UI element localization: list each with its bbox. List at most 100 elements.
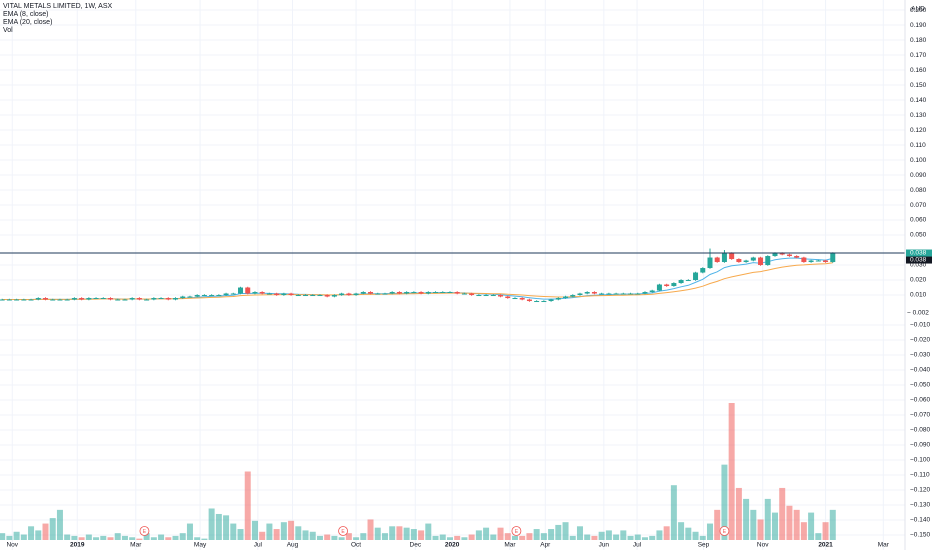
volume-bar [699, 535, 706, 540]
volume-bar [309, 531, 316, 540]
candle-body [736, 259, 742, 263]
candle-body [411, 292, 417, 294]
candle-body [779, 253, 785, 255]
volume-bar [605, 530, 612, 540]
candle-body [620, 293, 626, 295]
candle-body [144, 299, 150, 301]
volume-bar [230, 523, 237, 540]
volume-bar [259, 531, 266, 540]
volume-bar [540, 533, 547, 540]
y-tick-label: 0.100 [910, 157, 927, 164]
volume-bar [403, 527, 410, 540]
candle-body [35, 298, 41, 300]
candle-body [382, 293, 388, 295]
y-tick-label: −0.110 [910, 472, 930, 479]
candle-body [339, 293, 345, 296]
marker-label: − 0.002 [907, 310, 929, 317]
volume-bar [266, 523, 273, 540]
earnings-marker [139, 526, 150, 536]
volume-bar [764, 498, 771, 540]
y-tick-label: −0.080 [910, 427, 930, 434]
volume-bar [779, 487, 786, 540]
volume-bar [829, 509, 836, 540]
candle-body [714, 257, 720, 263]
volume-bar [468, 534, 475, 540]
candle-body [21, 299, 27, 301]
volume-bar [165, 537, 172, 540]
volume-bar [533, 529, 540, 540]
volume-bar [410, 529, 417, 540]
volume-bar [418, 530, 425, 540]
volume-bar [381, 533, 388, 540]
x-tick-label: 2020 [445, 542, 460, 549]
candle-body [591, 292, 597, 294]
candle-body [454, 292, 460, 294]
volume-bar [338, 537, 345, 540]
candle-body [628, 293, 634, 295]
volume-bar [490, 534, 497, 540]
candle-body [447, 292, 453, 294]
candle-body [563, 296, 569, 299]
volume-bar [692, 531, 699, 540]
volume-bar [786, 505, 793, 540]
candle-body [368, 292, 374, 294]
x-tick-label: Apr [540, 542, 551, 549]
y-tick-label: 0.140 [910, 97, 927, 104]
volume-bar [721, 464, 728, 540]
volume-bar [771, 512, 778, 540]
x-tick-label: Aug [287, 542, 299, 549]
candle-body [483, 295, 489, 297]
legend-entry: EMA (20, close) [3, 19, 52, 26]
y-tick-label: 0.120 [910, 127, 927, 134]
volume-bar [85, 534, 92, 540]
earnings-label: E [143, 529, 147, 535]
y-tick-label: 0.130 [910, 112, 927, 119]
candle-body [599, 293, 605, 295]
candle-body [476, 295, 482, 297]
volume-bar [425, 523, 432, 540]
x-tick-label: Jun [599, 542, 610, 549]
volume-bar [461, 537, 468, 540]
volume-bar [302, 530, 309, 540]
candle-body [375, 293, 381, 295]
volume-bar [71, 535, 78, 540]
candle-body [526, 299, 532, 302]
volume-bar [121, 535, 128, 540]
volume-bar [100, 535, 107, 540]
y-tick-label: 0.160 [910, 67, 927, 74]
candle-body [209, 295, 215, 297]
candle-body [786, 254, 792, 257]
volume-bar [49, 518, 56, 540]
y-tick-label: −0.130 [910, 502, 930, 509]
candle-body [823, 260, 829, 263]
x-tick-label: Nov [6, 542, 18, 549]
volume-bar [13, 531, 20, 540]
volume-bar [519, 535, 526, 540]
candle-body [288, 293, 294, 296]
volume-bar [584, 534, 591, 540]
legend-entry: Vol [3, 27, 13, 34]
volume-bar [20, 534, 27, 540]
volume-bar [179, 533, 186, 540]
volume-bar [6, 535, 13, 540]
candle-body [577, 293, 583, 296]
volume-bar [280, 522, 287, 540]
volume-bar [706, 523, 713, 540]
volume-bar [353, 537, 360, 540]
candle-body [743, 260, 749, 263]
volume-bar [114, 533, 121, 540]
y-tick-label: 0.190 [910, 22, 927, 29]
candle-body [815, 260, 821, 262]
y-tick-label: 0.200 [910, 7, 927, 14]
volume-bar [714, 509, 721, 540]
candle-body [707, 257, 713, 269]
volume-bar [526, 533, 533, 540]
candle-body [324, 295, 330, 297]
candle-body [86, 298, 92, 300]
candle-body [693, 272, 699, 281]
candle-body [50, 299, 56, 301]
volume-bar [598, 531, 605, 540]
volume-bar [822, 522, 829, 540]
candle-body [245, 287, 251, 294]
